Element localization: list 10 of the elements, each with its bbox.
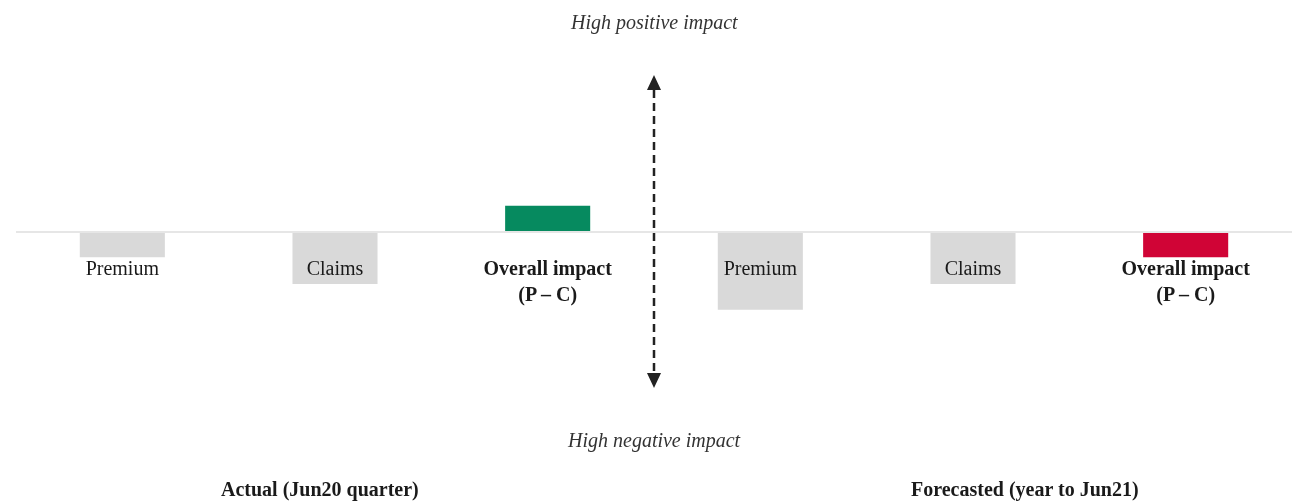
- x-tick-label: Premium: [85, 256, 160, 279]
- x-tick-label: Claims: [306, 256, 364, 279]
- x-tick-label: Overall impact (P – C): [1121, 256, 1251, 306]
- text: Actual (Jun20 quarter): [221, 478, 419, 501]
- x-tick-label: Premium: [723, 256, 798, 279]
- text: High positive impact: [570, 11, 739, 34]
- text: High negative impact: [567, 429, 741, 452]
- x-tick-label: Claims: [944, 256, 1002, 279]
- x-tick-label: Overall impact (P – C): [483, 256, 613, 306]
- text: Forecasted (year to Jun21): [911, 478, 1139, 501]
